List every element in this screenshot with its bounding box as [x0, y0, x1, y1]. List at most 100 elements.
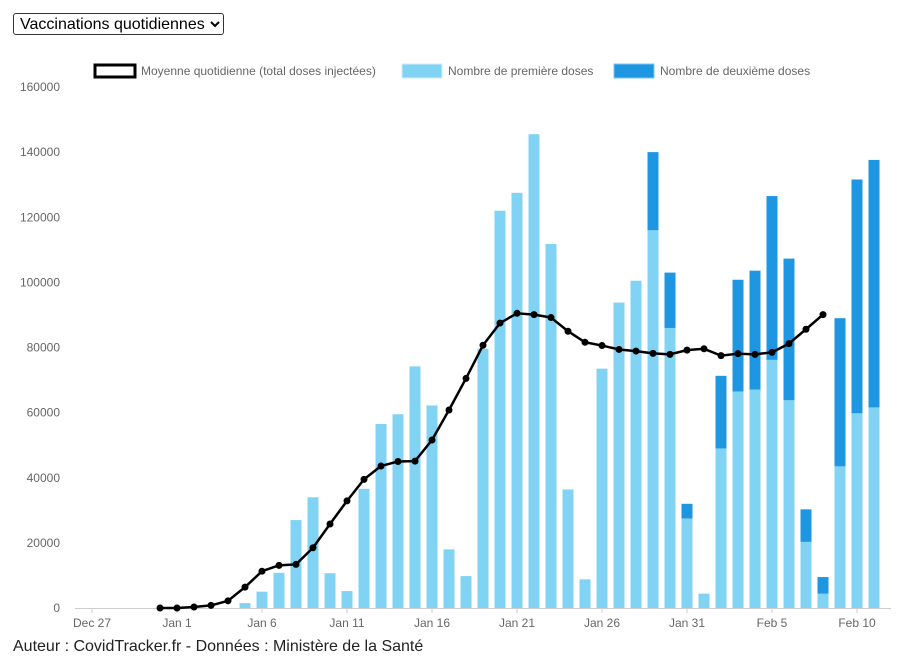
bar-first-dose[interactable] — [273, 572, 285, 608]
bar-first-dose[interactable] — [817, 593, 829, 608]
average-line-point[interactable] — [547, 314, 555, 322]
legend-label-second-dose[interactable]: Nombre de deuxième doses — [660, 64, 810, 78]
chart-legend[interactable]: Moyenne quotidienne (total doses injecté… — [93, 63, 810, 79]
legend-label-first-dose[interactable]: Nombre de première doses — [448, 64, 593, 78]
bar-first-dose[interactable] — [681, 518, 693, 608]
average-line-point[interactable] — [768, 348, 776, 356]
bar-first-dose[interactable] — [460, 576, 472, 608]
bar-second-dose[interactable] — [732, 279, 744, 392]
average-line-point[interactable] — [241, 583, 249, 591]
bar-first-dose[interactable] — [409, 366, 421, 608]
bar-second-dose[interactable] — [664, 272, 676, 328]
average-line-point[interactable] — [156, 604, 164, 612]
bar-first-dose[interactable] — [868, 407, 880, 608]
average-line-point[interactable] — [496, 319, 504, 327]
legend-swatch-average[interactable] — [93, 63, 137, 79]
average-line-point[interactable] — [190, 603, 198, 611]
bar-second-dose[interactable] — [749, 270, 761, 390]
bar-second-dose[interactable] — [817, 577, 829, 594]
bar-second-dose[interactable] — [647, 152, 659, 231]
average-line-point[interactable] — [649, 349, 657, 357]
bar-first-dose[interactable] — [562, 489, 574, 608]
average-line-point[interactable] — [309, 544, 317, 552]
bar-first-dose[interactable] — [511, 192, 523, 608]
chart-selector-dropdown[interactable]: Vaccinations quotidiennes — [13, 13, 224, 35]
bar-second-dose[interactable] — [783, 258, 795, 401]
bar-first-dose[interactable] — [715, 448, 727, 608]
bar-first-dose[interactable] — [239, 603, 251, 608]
bar-first-dose[interactable] — [358, 488, 370, 608]
legend-swatch-first-dose[interactable] — [401, 63, 443, 79]
bar-first-dose[interactable] — [545, 243, 557, 609]
bar-first-dose[interactable] — [800, 541, 812, 608]
legend-swatch-second-dose[interactable] — [613, 63, 655, 79]
bar-first-dose[interactable] — [528, 134, 540, 608]
average-line-point[interactable] — [615, 345, 623, 353]
bar-first-dose[interactable] — [596, 368, 608, 608]
average-line-point[interactable] — [785, 340, 793, 348]
bar-first-dose[interactable] — [749, 389, 761, 608]
bar-first-dose[interactable] — [477, 348, 489, 608]
average-line-point[interactable] — [632, 347, 640, 355]
average-line-point[interactable] — [326, 520, 334, 528]
bar-second-dose[interactable] — [681, 503, 693, 519]
average-line-point[interactable] — [377, 462, 385, 470]
bar-first-dose[interactable] — [698, 593, 710, 608]
bar-first-dose[interactable] — [579, 579, 591, 608]
average-line-point[interactable] — [683, 346, 691, 354]
bar-first-dose[interactable] — [783, 400, 795, 608]
bar-first-dose[interactable] — [766, 359, 778, 608]
average-line-point[interactable] — [343, 497, 351, 505]
average-line-point[interactable] — [462, 374, 470, 382]
average-line-point[interactable] — [258, 567, 266, 575]
bar-first-dose[interactable] — [664, 327, 676, 608]
bar-first-dose[interactable] — [630, 280, 642, 608]
average-line-point[interactable] — [581, 338, 589, 346]
bar-first-dose[interactable] — [392, 414, 404, 608]
chart-selector[interactable]: Vaccinations quotidiennes — [13, 13, 224, 35]
average-line-point[interactable] — [360, 475, 368, 483]
legend-label-average[interactable]: Moyenne quotidienne (total doses injecté… — [141, 64, 376, 78]
average-line-point[interactable] — [411, 457, 419, 465]
average-line-point[interactable] — [734, 350, 742, 358]
average-line-point[interactable] — [275, 561, 283, 569]
average-line-path[interactable] — [160, 312, 824, 610]
average-line-point[interactable] — [700, 345, 708, 353]
average-line-point[interactable] — [292, 560, 300, 568]
bar-first-dose[interactable] — [732, 391, 744, 608]
average-line-point[interactable] — [173, 604, 181, 612]
bar-first-dose[interactable] — [307, 497, 319, 608]
average-line-point[interactable] — [513, 309, 521, 317]
bar-second-dose[interactable] — [715, 375, 727, 449]
bar-first-dose[interactable] — [426, 405, 438, 608]
average-line-point[interactable] — [751, 350, 759, 358]
average-line-point[interactable] — [445, 406, 453, 414]
average-line-point[interactable] — [666, 350, 674, 358]
bar-first-dose[interactable] — [613, 302, 625, 608]
bar-first-dose[interactable] — [834, 466, 846, 608]
bar-first-dose[interactable] — [375, 424, 387, 608]
bar-first-dose[interactable] — [647, 230, 659, 608]
average-line-point[interactable] — [530, 311, 538, 319]
bar-first-dose[interactable] — [324, 573, 336, 608]
bar-second-dose[interactable] — [766, 196, 778, 360]
bar-second-dose[interactable] — [851, 179, 863, 414]
bar-first-dose[interactable] — [443, 549, 455, 608]
average-line-point[interactable] — [802, 325, 810, 333]
bar-second-dose[interactable] — [868, 159, 880, 408]
average-line-point[interactable] — [224, 597, 232, 605]
bar-second-dose[interactable] — [800, 509, 812, 542]
bar-first-dose[interactable] — [256, 591, 268, 608]
average-line-point[interactable] — [207, 601, 215, 609]
average-line-point[interactable] — [598, 342, 606, 350]
bar-first-dose[interactable] — [341, 591, 353, 608]
average-line-point[interactable] — [479, 341, 487, 349]
average-line-point[interactable] — [428, 436, 436, 444]
average-line-point[interactable] — [394, 457, 402, 465]
bar-first-dose[interactable] — [494, 210, 506, 609]
average-line-point[interactable] — [819, 311, 827, 319]
average-line-point[interactable] — [717, 352, 725, 360]
average-line-point[interactable] — [564, 327, 572, 335]
bar-first-dose[interactable] — [851, 413, 863, 608]
bar-second-dose[interactable] — [834, 318, 846, 467]
